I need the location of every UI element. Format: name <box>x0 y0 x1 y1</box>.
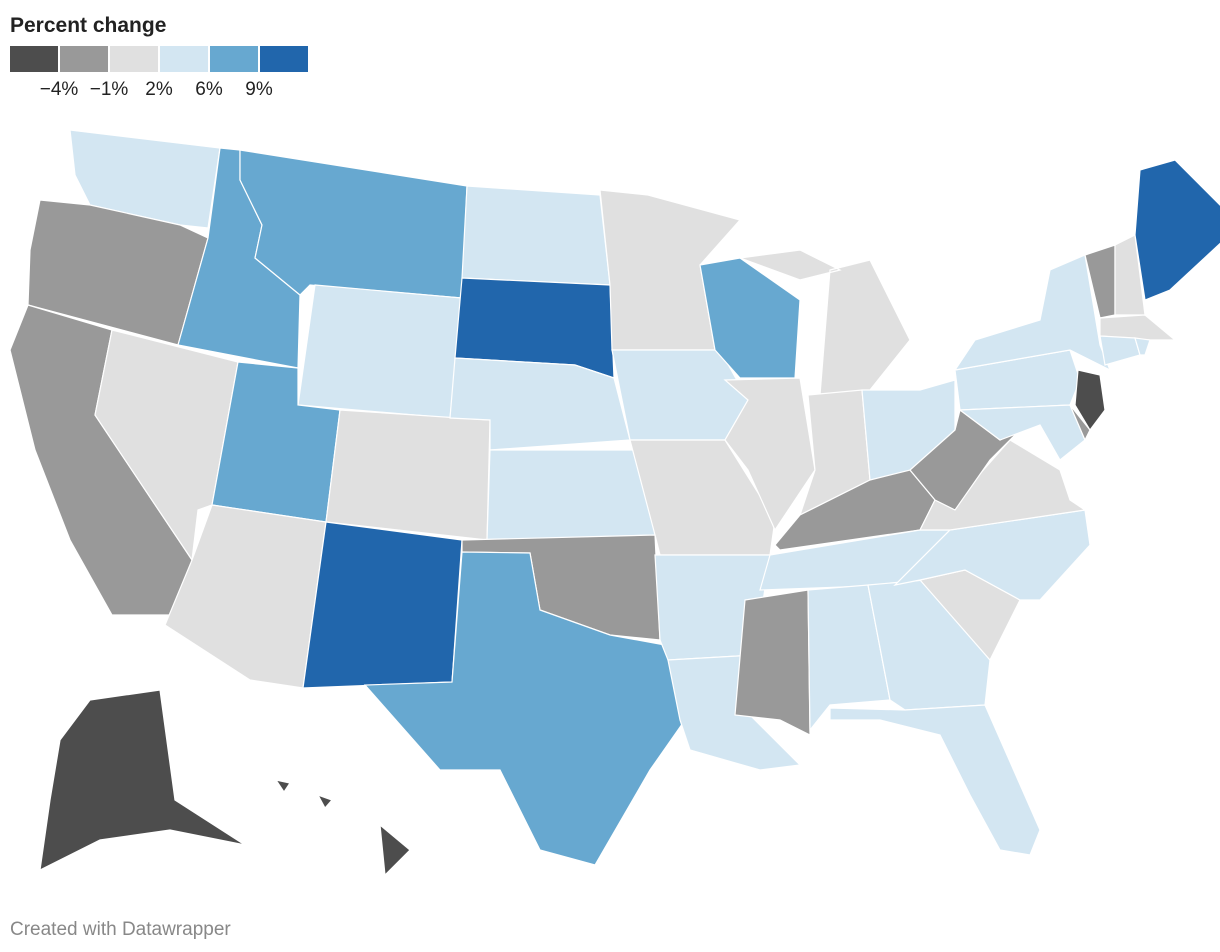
state <box>274 779 411 877</box>
state <box>1069 404 1091 442</box>
state <box>807 584 891 732</box>
state <box>461 185 611 286</box>
state <box>1099 335 1141 366</box>
state <box>363 551 686 866</box>
legend-swatch <box>60 46 108 72</box>
legend-label: 6% <box>195 79 223 100</box>
state <box>893 509 1091 601</box>
state <box>1134 337 1151 356</box>
legend-label: 9% <box>245 79 273 100</box>
legend-label: −1% <box>90 79 129 100</box>
state <box>1134 159 1220 301</box>
legend-swatch <box>110 46 158 72</box>
legend: −4% −1% 2% 6% 9% <box>10 46 308 100</box>
state <box>734 589 811 736</box>
state <box>1099 314 1177 341</box>
legend-swatch <box>160 46 208 72</box>
state <box>723 377 816 532</box>
state <box>325 409 491 541</box>
legend-swatch <box>10 46 58 72</box>
state <box>829 704 1041 856</box>
state <box>1074 369 1106 432</box>
legend-label: −4% <box>40 79 79 100</box>
footer: Created with Datawrapper <box>10 919 231 940</box>
state <box>739 249 911 396</box>
state <box>39 689 246 872</box>
legend-swatch <box>210 46 258 72</box>
state <box>449 357 631 451</box>
legend-label: 2% <box>145 79 173 100</box>
state <box>953 254 1112 372</box>
state <box>297 284 463 419</box>
state <box>302 521 463 689</box>
legend-swatch <box>260 46 308 72</box>
state <box>486 449 656 541</box>
states <box>9 129 1220 877</box>
legend-title: Percent change <box>10 14 166 37</box>
